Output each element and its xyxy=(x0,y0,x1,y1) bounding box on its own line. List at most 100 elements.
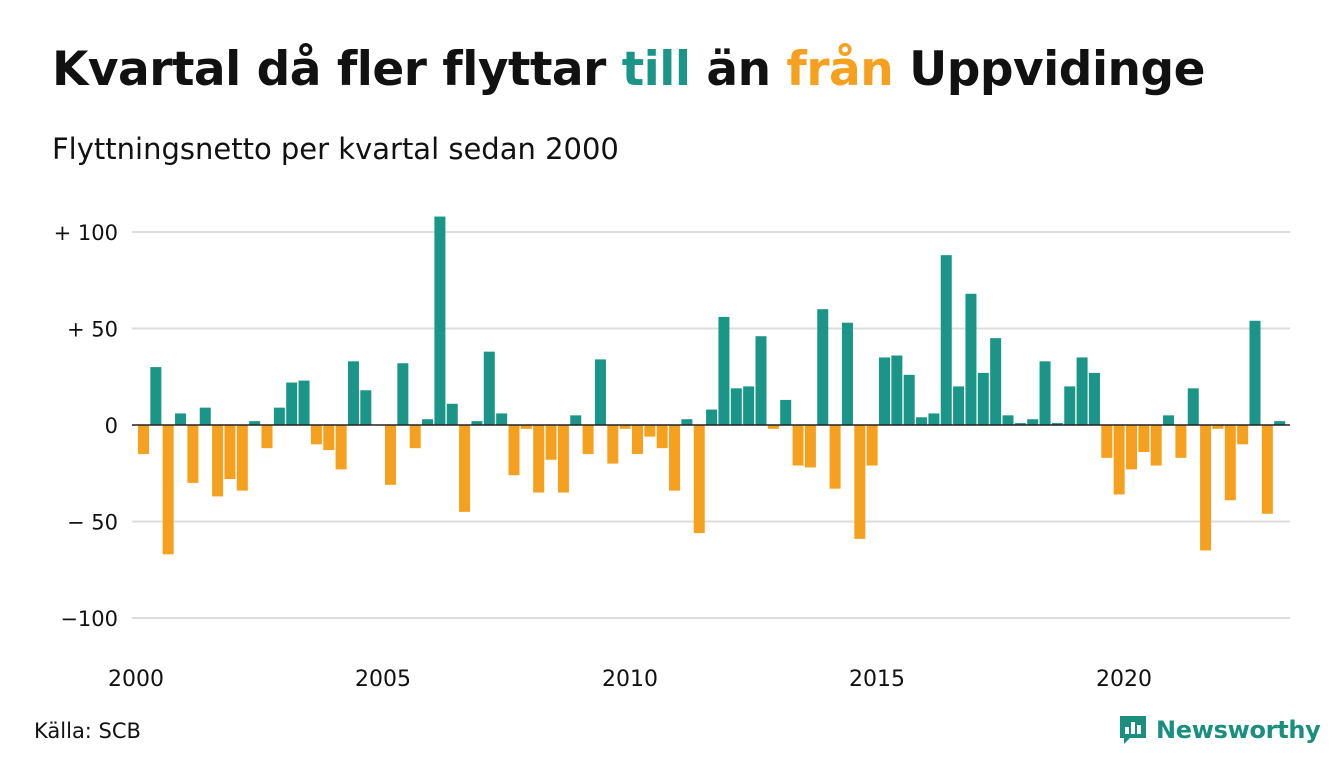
bar xyxy=(1261,425,1273,514)
bar xyxy=(150,367,162,425)
bar xyxy=(706,409,718,425)
bar xyxy=(681,419,693,425)
bar xyxy=(162,425,174,555)
bar xyxy=(1224,425,1236,501)
bar xyxy=(385,425,396,485)
bar xyxy=(1237,425,1249,445)
bar xyxy=(780,399,792,425)
bar xyxy=(1187,388,1199,425)
bar xyxy=(1113,425,1125,495)
bar xyxy=(335,425,347,470)
title-highlight-fran: från xyxy=(786,42,894,97)
y-tick-label: + 50 xyxy=(67,318,118,342)
bar xyxy=(1200,425,1212,551)
title-highlight-till: till xyxy=(621,42,691,97)
brand-logo: Newsworthy xyxy=(1118,714,1321,746)
bar xyxy=(916,417,928,425)
bar xyxy=(1150,425,1162,466)
bar xyxy=(1027,419,1039,425)
bar xyxy=(594,359,606,425)
bar xyxy=(261,425,273,449)
y-tick-label: − 50 xyxy=(67,511,118,535)
bar xyxy=(273,407,285,425)
bar xyxy=(545,425,557,460)
bar xyxy=(854,425,866,539)
bar xyxy=(533,425,545,493)
bar xyxy=(792,425,804,466)
bar xyxy=(520,425,532,429)
bar xyxy=(1051,423,1063,425)
source-note: Källa: SCB xyxy=(34,719,141,743)
bar xyxy=(607,425,619,464)
bar xyxy=(483,351,495,425)
bar xyxy=(236,425,248,491)
bar xyxy=(755,336,767,425)
bar xyxy=(557,425,569,493)
bar xyxy=(1274,421,1286,425)
bar xyxy=(323,425,335,451)
bar xyxy=(1175,425,1187,458)
bar xyxy=(175,413,187,425)
bar xyxy=(1101,425,1113,458)
y-tick-label: −100 xyxy=(60,607,118,631)
bar xyxy=(1163,415,1175,425)
x-tick-label: 2005 xyxy=(355,667,411,692)
bar xyxy=(817,309,829,425)
bar xyxy=(347,361,359,425)
bar xyxy=(644,425,656,437)
title-part-5: Uppvidinge xyxy=(893,42,1206,97)
bar xyxy=(570,415,582,425)
bar xyxy=(409,425,421,449)
bar xyxy=(928,413,940,425)
bar xyxy=(298,380,310,425)
bar xyxy=(866,425,878,466)
bar xyxy=(496,413,508,425)
bar xyxy=(1014,423,1026,425)
x-tick-label: 2000 xyxy=(108,667,164,692)
bar xyxy=(508,425,520,476)
bar xyxy=(977,372,989,425)
bar xyxy=(891,355,903,425)
bar xyxy=(446,403,458,425)
bar xyxy=(434,216,446,425)
bar xyxy=(397,363,409,425)
bar xyxy=(360,390,372,425)
bar xyxy=(212,425,224,497)
bar xyxy=(965,293,977,425)
bar xyxy=(224,425,236,480)
bar xyxy=(990,338,1002,425)
bar xyxy=(903,374,915,425)
bar xyxy=(1138,425,1150,453)
bar xyxy=(743,386,755,425)
bar xyxy=(632,425,643,454)
bar xyxy=(940,255,952,425)
y-tick-label: + 100 xyxy=(54,221,118,245)
page-subtitle: Flyttningsnetto per kvartal sedan 2000 xyxy=(52,132,619,166)
bar xyxy=(1002,415,1014,425)
y-tick-label: 0 xyxy=(105,414,118,438)
bar xyxy=(879,357,890,425)
bar xyxy=(471,421,483,425)
bar xyxy=(187,425,199,483)
bar xyxy=(1249,320,1261,425)
bar xyxy=(422,419,434,425)
bar xyxy=(138,425,149,454)
bar xyxy=(1126,425,1137,470)
bar xyxy=(1088,372,1100,425)
bar xyxy=(841,322,853,425)
x-tick-label: 2015 xyxy=(849,667,905,692)
bar xyxy=(310,425,322,445)
brand-name: Newsworthy xyxy=(1156,716,1321,744)
bar xyxy=(693,425,705,534)
bar xyxy=(1212,425,1224,429)
bar xyxy=(619,425,631,429)
bar xyxy=(1039,361,1051,425)
bar xyxy=(582,425,594,454)
bar xyxy=(829,425,841,489)
bar xyxy=(804,425,816,468)
bar xyxy=(953,386,965,425)
x-tick-label: 2010 xyxy=(602,667,658,692)
page-title: Kvartal då fler flyttar till än från Upp… xyxy=(52,42,1206,97)
title-part-1: Kvartal då fler flyttar xyxy=(52,42,622,97)
